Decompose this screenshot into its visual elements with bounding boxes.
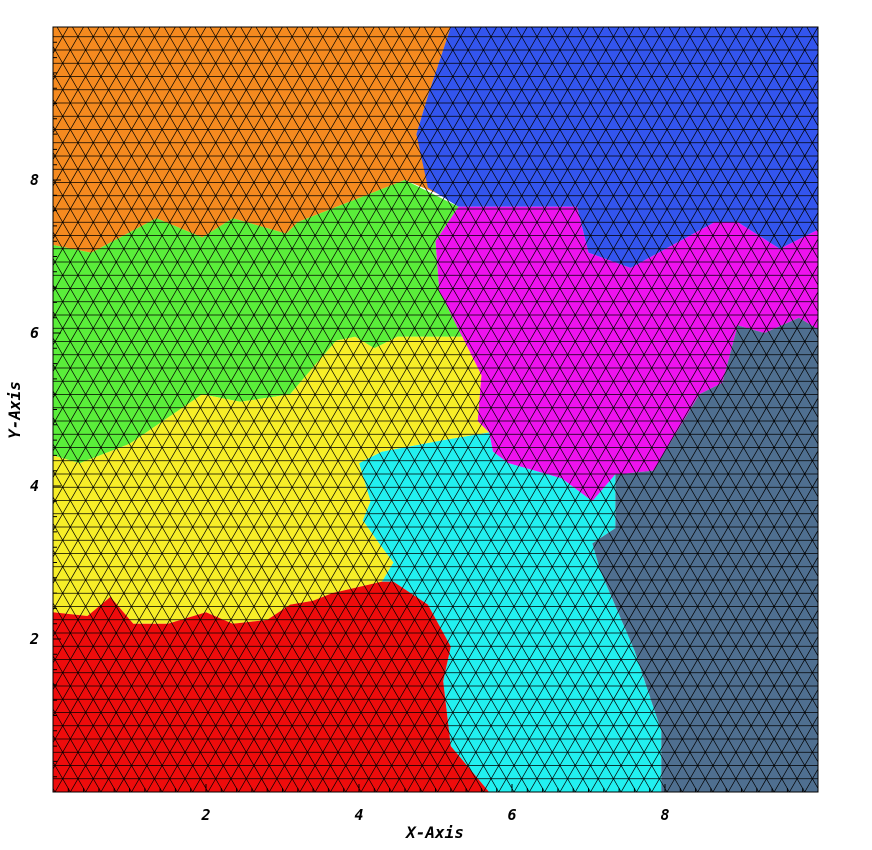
region-orange (53, 27, 451, 253)
region-magenta (435, 206, 818, 502)
x-tick-label: 8 (660, 806, 669, 824)
y-tick-label: 6 (30, 324, 39, 342)
y-axis-title: Y-Axis (5, 381, 24, 439)
x-tick-label: 2 (200, 806, 210, 824)
triangle-mesh (53, 27, 818, 792)
y-tick-label: 8 (30, 171, 39, 189)
y-tick-label: 2 (29, 630, 39, 648)
region-yellow (53, 336, 490, 624)
tick-marks (53, 41, 804, 792)
region-slate (592, 317, 818, 792)
y-tick-label: 4 (30, 477, 39, 495)
partition-regions (53, 27, 818, 792)
axis-tick-labels: 2 4 6 8 2 4 6 8 (29, 171, 670, 824)
x-tick-label: 6 (507, 806, 516, 824)
axis-ticks (53, 41, 804, 792)
region-blue (416, 27, 818, 268)
mesh-lines (53, 27, 818, 792)
x-axis-title: X-Axis (404, 823, 464, 842)
x-tick-label: 4 (354, 806, 363, 824)
